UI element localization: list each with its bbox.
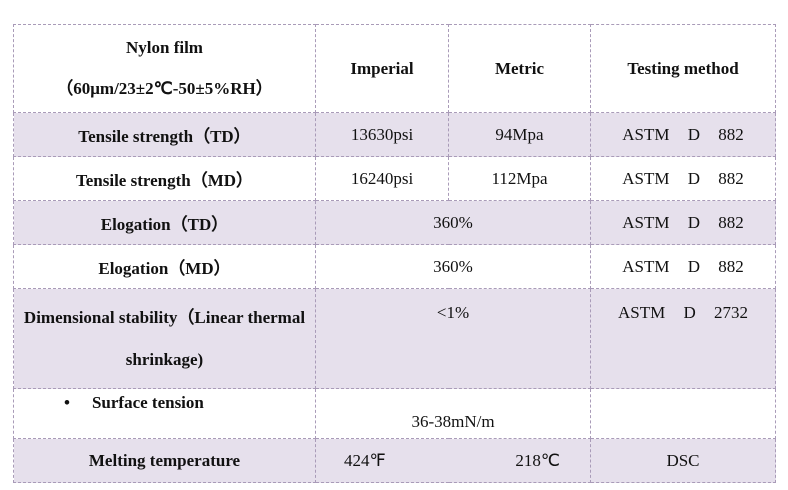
cell: 360% — [315, 200, 591, 245]
cell: 36-38mN/m — [315, 388, 591, 439]
cell: 13630psi — [315, 112, 449, 157]
header-subtitle: （60μm/23±2℃-50±5%RH） — [56, 79, 273, 98]
header-title: Nylon film — [126, 38, 203, 57]
split-cell: 424℉ 218℃ — [322, 451, 584, 471]
header-row: Nylon film （60μm/23±2℃-50±5%RH） Imperial… — [13, 24, 776, 113]
cell: 424℉ 218℃ — [315, 438, 591, 483]
property: Dimensional stability（Linear thermal shr… — [13, 288, 316, 389]
cell: <1% — [315, 288, 591, 389]
header-cell: Nylon film （60μm/23±2℃-50±5%RH） — [13, 24, 316, 113]
cell: ASTM D 882 — [590, 112, 776, 157]
property: Elogation（TD） — [13, 200, 316, 245]
property: Tensile strength（TD） — [13, 112, 316, 157]
row: Tensile strength（TD） 13630psi 94Mpa ASTM… — [13, 112, 776, 157]
property: Elogation（MD） — [13, 244, 316, 289]
header-cell: Testing method — [590, 24, 776, 113]
property: Melting temperature — [13, 438, 316, 483]
property: Tensile strength（MD） — [13, 156, 316, 201]
row: Tensile strength（MD） 16240psi 112Mpa AST… — [13, 156, 776, 201]
row: Melting temperature 424℉ 218℃ DSC — [13, 438, 776, 483]
cell: ASTM D 882 — [590, 244, 776, 289]
cell: ASTM D 882 — [590, 200, 776, 245]
cell-text: 424℉ — [344, 450, 386, 470]
cell: 360% — [315, 244, 591, 289]
cell: 112Mpa — [448, 156, 591, 201]
empty-cell — [590, 388, 776, 439]
property: Surface tension — [13, 388, 316, 439]
row: Dimensional stability（Linear thermal shr… — [13, 288, 776, 389]
cell-text: 218℃ — [515, 450, 560, 470]
header-cell: Metric — [448, 24, 591, 113]
row: Surface tension 36-38mN/m — [13, 388, 776, 439]
properties-table: Nylon film （60μm/23±2℃-50±5%RH） Imperial… — [13, 24, 776, 483]
bullet-item: Surface tension — [64, 393, 204, 412]
cell: 94Mpa — [448, 112, 591, 157]
cell: DSC — [590, 438, 776, 483]
cell: 16240psi — [315, 156, 449, 201]
row: Elogation（MD） 360% ASTM D 882 — [13, 244, 776, 289]
header-cell: Imperial — [315, 24, 449, 113]
cell: ASTM D 882 — [590, 156, 776, 201]
cell: ASTM D 2732 — [590, 288, 776, 389]
row: Elogation（TD） 360% ASTM D 882 — [13, 200, 776, 245]
